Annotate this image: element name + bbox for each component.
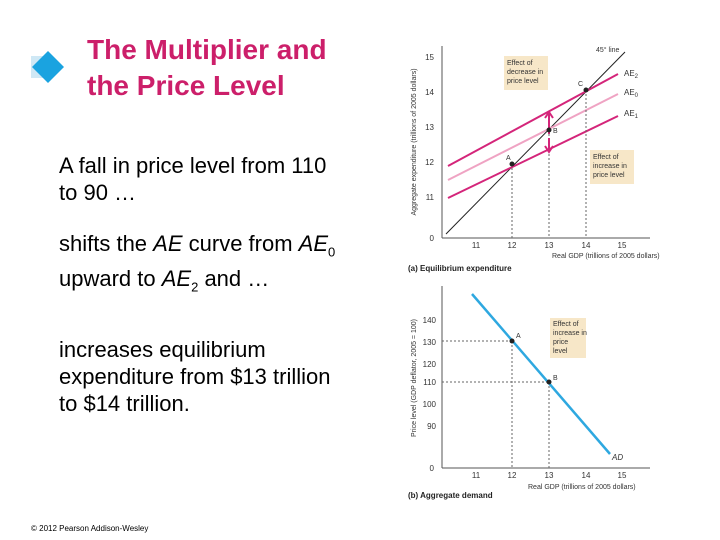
bullet-text-2: shifts the AE curve from AE0 upward to A… xyxy=(59,230,339,301)
fig-b-ytick: 110 xyxy=(423,378,436,387)
ae1-label: AE1 xyxy=(624,109,639,120)
bullet2-ae2: AE xyxy=(161,266,192,292)
fig-a-point-a xyxy=(509,161,515,167)
copyright-notice: © 2012 Pearson Addison-Wesley xyxy=(31,524,149,533)
ae0-label: AE0 xyxy=(624,88,639,99)
fig-b-ylabel: Price level (GDP deflator, 2005 = 100) xyxy=(411,319,418,437)
fig-a-label-a: A xyxy=(506,155,511,162)
fig-a-callout-text: decrease in xyxy=(507,69,543,76)
fig-a-ylabel: Aggregate expenditure (trillions of 2005… xyxy=(411,68,418,215)
fig-a-xlabel: Real GDP (trillions of 2005 dollars) xyxy=(552,253,660,260)
bullet2-ae: AE xyxy=(153,231,183,256)
fig-a-callout-increase xyxy=(590,150,634,184)
fig-a-caption: (a) Equilibrium expenditure xyxy=(408,264,512,273)
fig-b-ytick: 100 xyxy=(423,400,437,409)
bullet2-post: and … xyxy=(198,266,270,292)
fig-b-ytick: 130 xyxy=(423,338,437,347)
fig-a-45-line xyxy=(445,51,626,235)
fig-a-origin: 0 xyxy=(430,234,435,243)
fig-a-callout-text: Effect of xyxy=(593,154,619,161)
fig-a-ytick: 14 xyxy=(425,88,434,97)
fig-b-ytick: 120 xyxy=(423,360,437,369)
fig-a-callout-decrease xyxy=(504,56,548,90)
fig-a-ytick: 12 xyxy=(425,158,434,167)
fig-b-ytick: 90 xyxy=(427,422,436,431)
fig-a-label-c: C xyxy=(578,81,583,88)
fig-b-callout-text: level xyxy=(553,348,568,355)
fig-a-ytick: 11 xyxy=(426,193,435,202)
ae1-label-sub: 1 xyxy=(635,114,639,120)
bullet-text-3: increases equilibrium expenditure from $… xyxy=(59,337,331,416)
fig-a-xtick: 13 xyxy=(545,241,554,250)
fig-b-callout-text: increase in xyxy=(553,330,587,337)
fig-a-ytick: 15 xyxy=(425,53,434,62)
fig-a-point-c xyxy=(583,87,589,93)
bullet-text-1: A fall in price level from 110 to 90 … xyxy=(59,153,327,205)
fig-a-xtick: 12 xyxy=(508,241,517,250)
fig-a-point-b xyxy=(546,127,552,133)
fig-b-xtick: 15 xyxy=(618,471,627,480)
slide-title: The Multiplier and the Price Level xyxy=(87,32,327,104)
fig-b-xlabel: Real GDP (trillions of 2005 dollars) xyxy=(528,484,636,491)
fig-a-callout-text: Effect of xyxy=(507,60,533,67)
figure-a-equilibrium-expenditure: Aggregate expenditure (trillions of 2005… xyxy=(408,46,660,273)
ae2-label-sub: 2 xyxy=(635,74,639,80)
fig-a-xtick: 15 xyxy=(618,241,627,250)
bullet2-mid2: upward to xyxy=(59,266,162,292)
fig-a-ytick: 13 xyxy=(425,123,434,132)
diamond-bullet-icon xyxy=(31,51,64,83)
fig-b-ytick: 140 xyxy=(423,316,437,325)
fig-b-point-b xyxy=(546,379,552,385)
figure-b-aggregate-demand: Price level (GDP deflator, 2005 = 100) 1… xyxy=(408,286,650,500)
fig-b-xtick: 11 xyxy=(472,471,481,480)
bullet2-sub2: 2 xyxy=(191,279,199,295)
fig-b-label-b: B xyxy=(553,375,558,382)
fig-b-xtick: 12 xyxy=(508,471,517,480)
ad-curve xyxy=(471,293,611,455)
fig-b-callout-text: price xyxy=(553,339,568,346)
ae2-label-text: AE xyxy=(624,69,635,78)
ad-label: AD xyxy=(611,453,623,462)
ae2-curve xyxy=(447,73,619,167)
fig-b-callout xyxy=(550,318,586,358)
fig-b-xtick: 13 xyxy=(545,471,554,480)
ae2-label: AE2 xyxy=(624,69,639,80)
bullet2-pre: shifts the xyxy=(59,231,154,256)
fig-a-down-arrow xyxy=(544,138,554,154)
fig-b-origin: 0 xyxy=(430,464,435,473)
ae0-curve xyxy=(447,93,619,181)
title-line-1: The Multiplier and xyxy=(87,34,327,65)
ae1-label-text: AE xyxy=(624,109,635,118)
fig-b-xtick: 14 xyxy=(582,471,591,480)
fig-a-xtick: 14 xyxy=(582,241,591,250)
bullet2-sub0: 0 xyxy=(328,244,336,260)
fig-a-xtick: 11 xyxy=(472,241,481,250)
fig-b-point-a xyxy=(509,338,515,344)
fig-b-callout-text: Effect of xyxy=(553,321,579,328)
title-line-2: the Price Level xyxy=(87,70,285,101)
bullet2-mid: curve from xyxy=(182,231,299,256)
fig-a-callout-text: price level xyxy=(507,78,539,85)
fig-b-label-a: A xyxy=(516,333,521,340)
ae1-curve xyxy=(447,115,619,199)
fig-a-callout-text: increase in xyxy=(593,163,627,170)
fig-b-caption: (b) Aggregate demand xyxy=(408,491,493,500)
fig-a-callout-text: price level xyxy=(593,172,625,179)
ae0-label-text: AE xyxy=(624,88,635,97)
fig-a-label-b: B xyxy=(553,128,558,135)
fig-a-45-label: 45° line xyxy=(596,46,620,54)
ae0-label-sub: 0 xyxy=(635,93,639,99)
bullet2-ae0: AE xyxy=(298,231,329,256)
